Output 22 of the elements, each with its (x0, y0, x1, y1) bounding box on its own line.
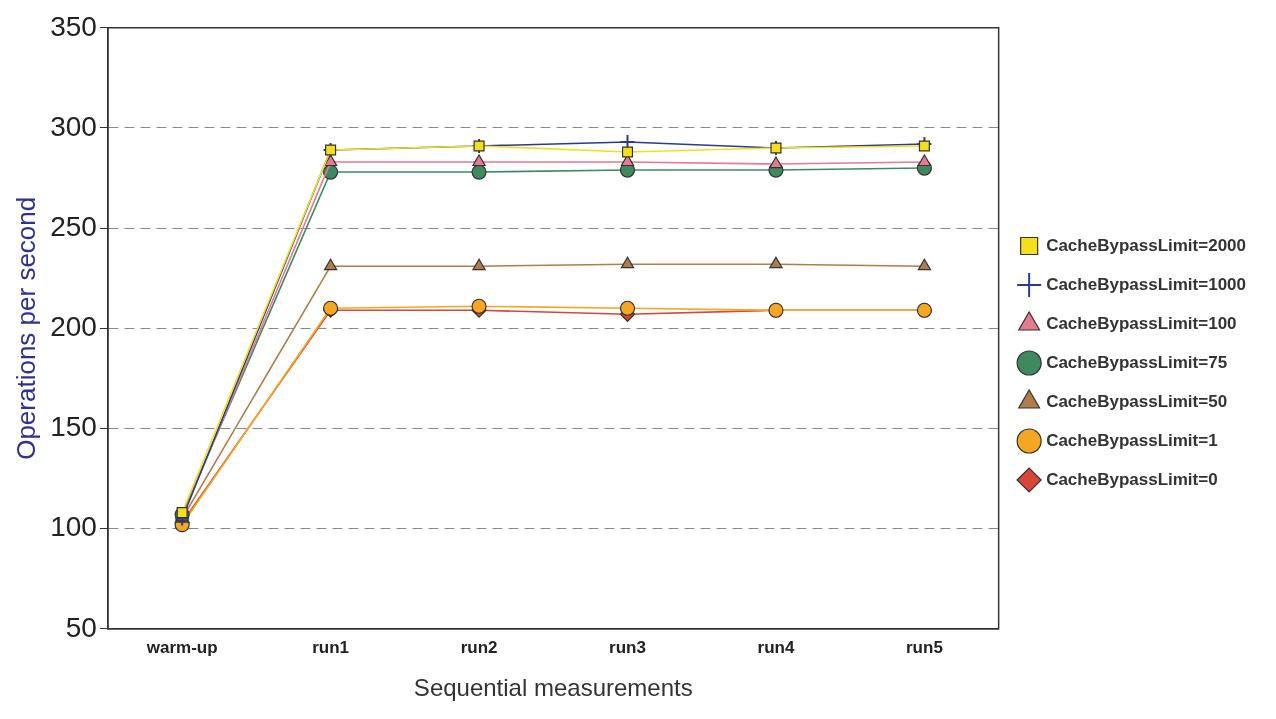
x-tick-label: warm-up (145, 637, 218, 657)
x-tick-label: run2 (460, 637, 498, 657)
legend-label: CacheBypassLimit=1 (1046, 430, 1218, 450)
legend-label: CacheBypassLimit=100 (1046, 313, 1237, 333)
x-tick-label: run4 (757, 637, 795, 657)
x-tick-label: run1 (312, 637, 350, 657)
y-tick-label: 250 (50, 210, 97, 242)
y-tick-label: 150 (50, 411, 97, 443)
x-axis-title: Sequential measurements (413, 674, 693, 702)
y-tick-label: 300 (50, 110, 97, 142)
y-tick-label: 50 (65, 611, 97, 643)
legend-label: CacheBypassLimit=50 (1046, 391, 1228, 411)
legend-label: CacheBypassLimit=75 (1046, 352, 1228, 372)
y-tick-label: 100 (50, 511, 97, 543)
legend-label: CacheBypassLimit=2000 (1046, 235, 1246, 255)
legend-label: CacheBypassLimit=1000 (1046, 274, 1246, 294)
y-tick-label: 350 (50, 10, 97, 42)
y-axis-title: Operations per second (10, 196, 41, 460)
legend-label: CacheBypassLimit=0 (1046, 469, 1218, 489)
x-tick-label: run3 (609, 637, 646, 657)
y-tick-label: 200 (50, 311, 97, 343)
x-tick-label: run5 (905, 637, 943, 657)
